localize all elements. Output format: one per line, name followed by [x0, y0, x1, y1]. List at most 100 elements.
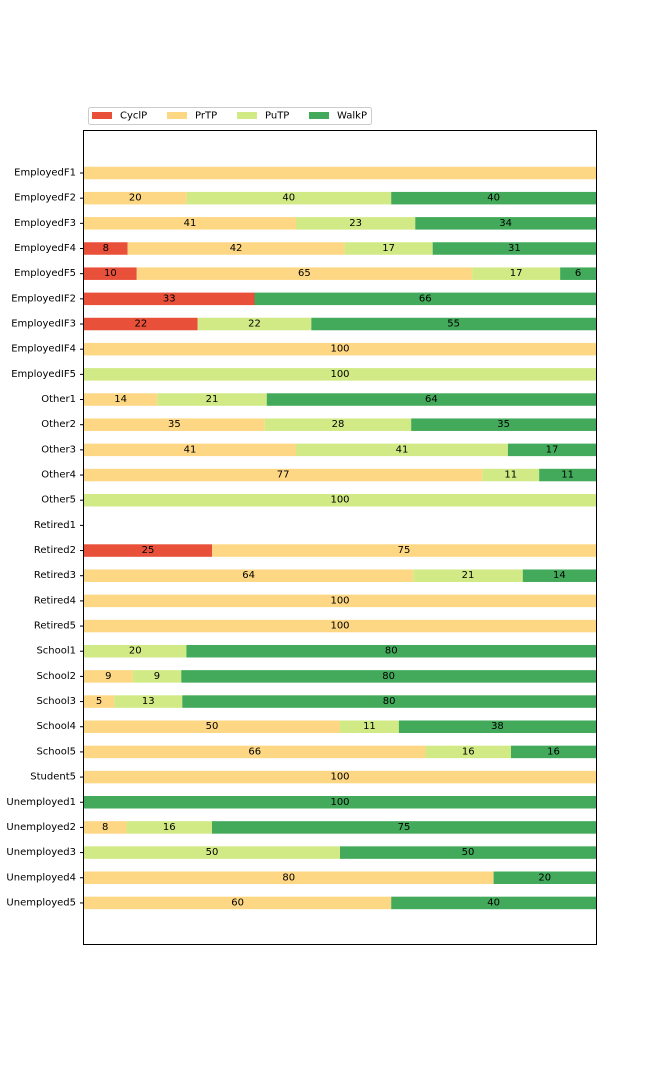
y-tick-label-employedif2: EmployedIF2 — [11, 293, 76, 304]
legend-swatch-walkp — [309, 112, 329, 119]
legend-label-prtp: PrTP — [195, 111, 217, 122]
bar-employedf3-prtp — [84, 217, 296, 230]
y-tick-label-unemployed1: Unemployed1 — [6, 797, 76, 808]
data-label-employedif3-cyclp: 22 — [134, 319, 147, 330]
y-tick-label-other5: Other5 — [41, 495, 76, 506]
data-label-employedf5-prtp: 65 — [298, 268, 311, 279]
bar-other4-putp — [482, 468, 540, 482]
data-label-school1-walkp: 80 — [385, 646, 398, 657]
data-label-unemployed5-walkp: 40 — [487, 897, 500, 908]
data-label-other1-prtp: 14 — [114, 394, 127, 405]
data-label-employedf4-walkp: 31 — [508, 243, 521, 254]
legend-label-walkp: WalkP — [337, 111, 367, 122]
bar-other1-putp — [157, 393, 267, 406]
y-tick-label-employedif4: EmployedIF4 — [11, 344, 76, 355]
bar-employedf3-putp — [295, 217, 416, 230]
bar-school4-walkp — [398, 720, 596, 733]
bar-school3-putp — [114, 695, 183, 708]
y-tick-label-employedf1: EmployedF1 — [14, 168, 76, 179]
data-label-other4-prtp: 77 — [277, 470, 290, 481]
bar-unemployed1-walkp — [84, 796, 596, 809]
y-tick-label-school2: School2 — [36, 671, 76, 682]
bar-school2-prtp — [84, 670, 133, 683]
data-label-unemployed4-walkp: 20 — [538, 872, 551, 883]
bar-employedf3-walkp — [415, 217, 596, 230]
bar-employedf4-prtp — [127, 242, 345, 255]
bar-school1-walkp — [186, 644, 596, 658]
data-label-school1-putp: 20 — [129, 646, 142, 657]
data-label-unemployed2-walkp: 75 — [398, 822, 411, 833]
bar-employedif3-cyclp — [84, 317, 198, 331]
bar-employedif3-walkp — [311, 317, 596, 331]
legend-swatch-putp — [237, 112, 257, 119]
bar-other1-walkp — [266, 393, 596, 406]
data-label-school5-walkp: 16 — [547, 746, 560, 757]
data-label-employedf5-cyclp: 10 — [104, 268, 117, 279]
data-label-employedf3-walkp: 34 — [499, 218, 512, 229]
y-tick-label-employedf2: EmployedF2 — [14, 193, 76, 204]
data-label-other3-walkp: 17 — [546, 444, 559, 455]
bar-retired2-prtp — [212, 544, 596, 557]
bar-other3-prtp — [84, 443, 296, 457]
y-tick-label-employedif3: EmployedIF3 — [11, 319, 76, 330]
bar-unemployed2-walkp — [212, 821, 596, 834]
y-tick-label-employedf3: EmployedF3 — [14, 218, 76, 229]
data-label-student5-prtp: 100 — [330, 772, 349, 783]
y-tick-label-school1: School1 — [36, 646, 76, 657]
y-tick-label-retired3: Retired3 — [34, 570, 76, 581]
bar-other4-prtp — [84, 468, 483, 482]
data-label-other4-putp: 11 — [504, 470, 517, 481]
bar-unemployed3-walkp — [340, 846, 596, 859]
y-tick-label-school5: School5 — [36, 746, 76, 757]
data-label-employedf5-putp: 17 — [510, 268, 523, 279]
data-label-retired2-prtp: 75 — [398, 545, 411, 556]
data-label-unemployed3-putp: 50 — [206, 847, 219, 858]
y-tick-label-school4: School4 — [36, 721, 76, 732]
bar-unemployed5-walkp — [391, 896, 596, 910]
bar-other1-prtp — [84, 393, 158, 406]
data-label-unemployed4-prtp: 80 — [282, 872, 295, 883]
bar-employedf2-putp — [186, 191, 392, 205]
bar-other2-putp — [264, 418, 412, 431]
data-label-employedf5-walkp: 6 — [575, 268, 581, 279]
y-tick-label-school3: School3 — [36, 696, 76, 707]
data-label-unemployed3-walkp: 50 — [462, 847, 475, 858]
legend-swatch-cyclp — [92, 112, 112, 119]
data-label-employedif4-prtp: 100 — [330, 344, 349, 355]
data-label-school3-putp: 13 — [142, 696, 155, 707]
y-tick-label-retired2: Retired2 — [34, 545, 76, 556]
y-tick-label-unemployed3: Unemployed3 — [6, 847, 76, 858]
data-label-school2-walkp: 80 — [382, 671, 395, 682]
bar-employedf4-cyclp — [84, 242, 128, 255]
data-label-employedif2-walkp: 66 — [419, 293, 432, 304]
data-label-employedf4-cyclp: 8 — [103, 243, 109, 254]
bar-employedif3-putp — [197, 317, 312, 331]
bar-school5-walkp — [511, 745, 596, 759]
y-tick-label-unemployed2: Unemployed2 — [6, 822, 76, 833]
data-label-unemployed2-putp: 16 — [163, 822, 176, 833]
data-labels-layer: 20 40 40 41 23 34 8 42 17 31 10 65 17 6 33 66 22 22 55 100 1… — [96, 193, 581, 909]
bar-retired5-prtp — [84, 619, 596, 633]
bar-other2-walkp — [411, 418, 596, 431]
bar-retired4-prtp — [84, 594, 596, 608]
bar-employedf2-prtp — [84, 191, 187, 205]
data-label-other2-prtp: 35 — [168, 419, 181, 430]
data-label-unemployed1-walkp: 100 — [330, 797, 349, 808]
bar-employedf5-cyclp — [84, 267, 137, 280]
data-label-other2-walkp: 35 — [497, 419, 510, 430]
bar-employedf5-putp — [472, 267, 561, 280]
bar-school3-prtp — [84, 695, 115, 708]
bar-other2-prtp — [84, 418, 265, 431]
bar-unemployed3-putp — [84, 846, 340, 859]
data-label-retired3-walkp: 14 — [553, 570, 566, 581]
data-label-school4-prtp: 50 — [206, 721, 219, 732]
bars-layer — [84, 166, 596, 910]
bar-employedf4-walkp — [432, 242, 596, 255]
y-tick-label-retired1: Retired1 — [34, 520, 76, 531]
legend: CyclP PrTP PuTP WalkP — [88, 107, 372, 125]
data-label-other2-putp: 28 — [332, 419, 345, 430]
bar-other3-putp — [295, 443, 508, 457]
bar-employedif4-prtp — [84, 342, 596, 356]
y-axis-tick-labels: EmployedF1 EmployedF2 EmployedF3 EmployedF4… — [6, 168, 84, 908]
y-tick-label-employedf5: EmployedF5 — [14, 268, 76, 279]
